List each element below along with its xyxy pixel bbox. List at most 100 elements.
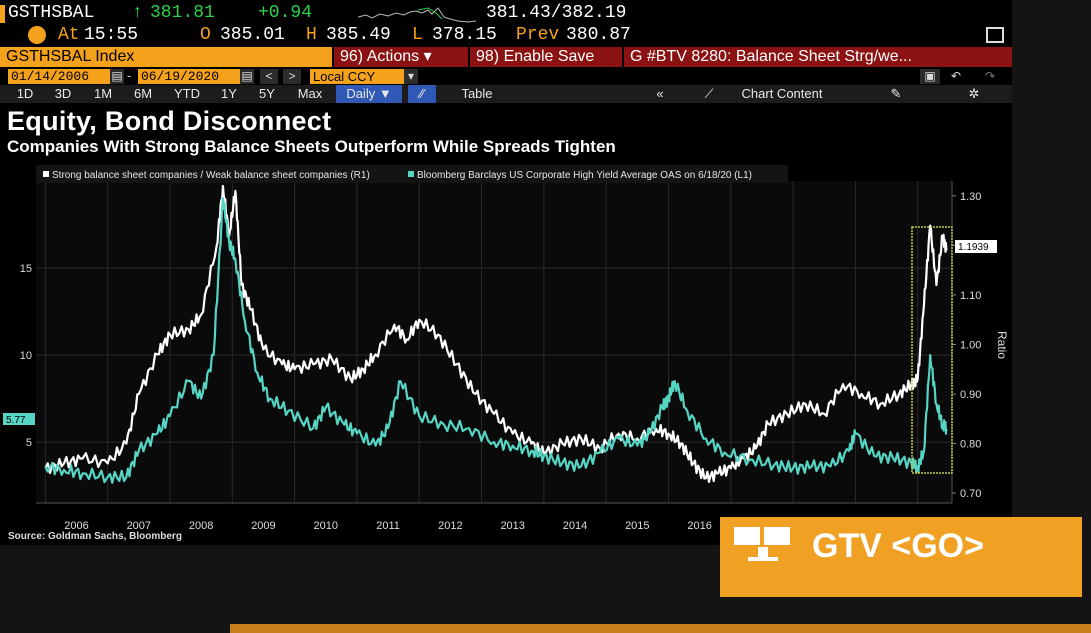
edit-icon[interactable]: ✎ (890, 86, 902, 101)
tab-6m[interactable]: 6M (133, 86, 153, 101)
start-date-input[interactable]: 01/14/2006 (8, 69, 112, 84)
x-tick-label: 2008 (189, 520, 213, 531)
period-tabs-row: 1D 3D 1M 6M YTD 1Y 5Y Max Daily ▼ ⁄∕ Tab… (0, 85, 1012, 103)
security-index-field[interactable]: GSTHSBAL Index (0, 47, 332, 67)
x-axis: 2006 2007 2008 2009 2010 2011 2012 2013 2014 2015… (36, 502, 952, 531)
right-tick-label: 1.00 (960, 339, 981, 351)
tab-5y[interactable]: 5Y (259, 86, 275, 101)
presentation-icon[interactable]: ▣ (920, 69, 940, 84)
x-tick-label: 2011 (376, 520, 400, 531)
right-tick-label: 0.80 (960, 439, 981, 451)
chart-source: Source: Goldman Sachs, Bloomberg (8, 531, 182, 542)
plot-background (36, 181, 952, 503)
line-chart-icon[interactable]: ⁄∕ (408, 85, 436, 103)
start-calendar-icon[interactable]: ▤ (110, 69, 124, 84)
x-tick-label: 2016 (687, 520, 711, 531)
right-axis-label: Ratio (995, 331, 1009, 359)
x-tick-label: 2007 (127, 520, 151, 531)
chart-title: Equity, Bond Disconnect (7, 106, 332, 136)
open-label: O (200, 25, 211, 45)
right-tick-label: 1.10 (960, 290, 981, 302)
expand-icon[interactable] (986, 27, 1004, 43)
bid-ask: 381.43/382.19 (486, 3, 627, 23)
highlight-box (911, 226, 953, 474)
price-change: +0.94 (258, 3, 313, 23)
x-tick-label: 2012 (438, 520, 462, 531)
series-line-oas (44, 197, 948, 484)
end-calendar-icon[interactable]: ▤ (240, 69, 254, 84)
x-tick-label: 2015 (625, 520, 649, 531)
last-price: 381.81 (150, 3, 215, 23)
low-value: 378.15 (432, 25, 497, 45)
monitor-icon (734, 527, 790, 561)
prev-label: Prev (516, 25, 560, 45)
x-tick-label: 2013 (500, 520, 524, 531)
ticker-symbol[interactable]: GSTHSBAL (8, 3, 95, 23)
gridlines (36, 181, 952, 503)
left-axis: 5 10 15 (20, 263, 32, 449)
actions-menu[interactable]: 96) Actions ▾ (334, 47, 468, 67)
chart-area: 2006 2007 2008 2009 2010 2011 2012 2013 2014 2015… (3, 165, 1009, 531)
left-tick-label: 15 (20, 263, 32, 275)
right-last-value: 1.1939 (958, 242, 989, 253)
ticker-row: GSTHSBAL ↑ 381.81 +0.94 381.43/382.19 (0, 3, 1012, 25)
open-value: 385.01 (220, 25, 285, 45)
left-last-value: 5.77 (6, 415, 26, 426)
chart-content-icon[interactable]: ⟋ (704, 86, 714, 101)
enable-save-button[interactable]: 98) Enable Save (470, 47, 622, 67)
high-value: 385.49 (326, 25, 391, 45)
tab-3d[interactable]: 3D (54, 86, 72, 101)
at-label: At (58, 25, 80, 45)
left-last-value-tag: 5.77 (3, 413, 35, 426)
toolbar-row: GSTHSBAL Index 96) Actions ▾ 98) Enable … (0, 47, 1012, 67)
story-link[interactable]: G #BTV 8280: Balance Sheet Strg/we... (624, 47, 1012, 67)
currency-select[interactable]: Local CCY (310, 69, 408, 84)
next-period-button[interactable]: > (283, 69, 301, 84)
chart-content-button[interactable]: Chart Content (741, 86, 823, 101)
prev-period-button[interactable]: < (260, 69, 278, 84)
chart-subtitle: Companies With Strong Balance Sheets Out… (7, 137, 616, 156)
price-details-row: At 15:55 O 385.01 H 385.49 L 378.15 Prev… (0, 25, 1012, 47)
collapse-icon[interactable]: « (656, 86, 664, 101)
frequency-select[interactable]: Daily ▼ (336, 85, 402, 103)
x-tick-label: 2006 (64, 520, 88, 531)
left-tick-label: 10 (20, 350, 32, 362)
legend-label-ratio: Strong balance sheet companies / Weak ba… (52, 170, 370, 181)
up-arrow-icon: ↑ (132, 3, 143, 23)
left-tick-label: 5 (26, 437, 32, 449)
high-label: H (306, 25, 317, 45)
date-separator: - (127, 68, 132, 83)
gear-icon[interactable]: ✲ (968, 86, 980, 101)
series-line-ratio (44, 184, 948, 483)
bottom-bar (230, 624, 1091, 633)
right-tick-label: 0.90 (960, 389, 981, 401)
gtv-banner[interactable]: GTV <GO> (720, 517, 1082, 597)
legend-swatch-ratio (43, 171, 49, 177)
date-range-row: 01/14/2006 ▤ - 06/19/2020 ▤ < > Local CC… (0, 68, 1012, 85)
right-tick-label: 1.30 (960, 191, 981, 203)
currency-dropdown-icon[interactable]: ▾ (404, 69, 418, 84)
tab-1y[interactable]: 1Y (221, 86, 237, 101)
prev-value: 380.87 (566, 25, 631, 45)
legend: Strong balance sheet companies / Weak ba… (36, 165, 788, 183)
right-last-value-tag: 1.1939 (955, 240, 997, 253)
clock-icon (28, 26, 46, 44)
tab-1d[interactable]: 1D (16, 86, 34, 101)
end-date-input[interactable]: 06/19/2020 (138, 69, 242, 84)
low-label: L (412, 25, 423, 45)
legend-label-oas: Bloomberg Barclays US Corporate High Yie… (417, 170, 752, 181)
right-axis: 0.700.800.901.001.101.201.30 (951, 181, 981, 503)
undo-icon[interactable]: ↶ (950, 69, 962, 83)
sparkline (358, 7, 476, 23)
quote-time: 15:55 (84, 25, 139, 45)
tab-max[interactable]: Max (297, 86, 323, 101)
series-lines (44, 184, 948, 484)
gtv-label: GTV <GO> (812, 527, 984, 565)
x-tick-label: 2014 (563, 520, 587, 531)
table-button[interactable]: Table (461, 86, 493, 101)
tab-1m[interactable]: 1M (93, 86, 113, 101)
legend-swatch-oas (408, 171, 414, 177)
x-tick-label: 2010 (314, 520, 338, 531)
tab-ytd[interactable]: YTD (174, 86, 200, 101)
redo-icon[interactable]: ↷ (984, 69, 996, 83)
